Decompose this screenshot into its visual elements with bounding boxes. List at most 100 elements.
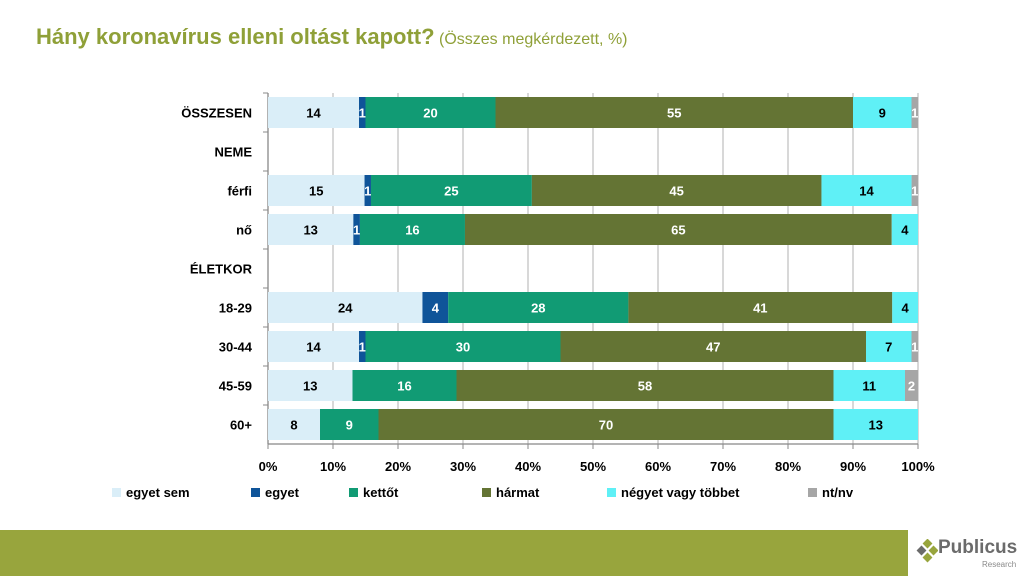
x-tick-label: 90%: [840, 459, 866, 474]
bar-segment: [352, 370, 457, 401]
data-label: 28: [531, 301, 545, 316]
x-tick-label: 10%: [320, 459, 346, 474]
legend-label: kettőt: [363, 485, 399, 500]
x-tick-label: 20%: [385, 459, 411, 474]
x-tick-label: 100%: [901, 459, 935, 474]
data-label: 1: [911, 184, 918, 199]
data-label: 1: [364, 184, 371, 199]
bar-segment: [911, 331, 918, 362]
data-label: 2: [908, 379, 915, 394]
data-label: 1: [353, 223, 360, 238]
bar-segment: [364, 175, 371, 206]
bar-segment: [370, 175, 532, 206]
chart-title: Hány koronavírus elleni oltást kapott?: [36, 24, 435, 49]
data-label: 25: [444, 184, 458, 199]
data-label: 30: [456, 340, 470, 355]
logo-name: Publicus: [938, 537, 1018, 558]
data-label: 0: [918, 223, 925, 238]
data-label: 45: [669, 184, 683, 199]
legend-swatch: [112, 488, 121, 497]
x-tick-label: 40%: [515, 459, 541, 474]
bar-segment: [353, 214, 360, 245]
data-label: 13: [869, 418, 883, 433]
bar-segment: [268, 370, 353, 401]
data-label: 24: [338, 301, 353, 316]
x-tick-label: 80%: [775, 459, 801, 474]
bar-segment: [456, 370, 834, 401]
category-label: 60+: [230, 418, 252, 433]
bar-segment: [359, 214, 465, 245]
stacked-bar-chart: 0% 10% 20% 30% 40% 50% 60% 70% 80% 90% 100% ÖSSZESE…: [112, 92, 935, 500]
bar-segment: [268, 331, 359, 362]
bar-segment: [320, 409, 379, 440]
footer-bar: [0, 530, 908, 576]
data-label: 1: [911, 340, 918, 355]
legend-label: négyet vagy többet: [621, 485, 740, 500]
data-label: 14: [859, 184, 874, 199]
bar-segment: [821, 175, 912, 206]
logo-diamond-icon: [916, 539, 938, 563]
bar-segment: [853, 97, 912, 128]
bar-segment: [268, 292, 423, 323]
bar-segment: [422, 292, 449, 323]
bar-segment: [448, 292, 629, 323]
bar-segment: [892, 292, 918, 323]
bar-segment: [560, 331, 866, 362]
data-label: 16: [405, 223, 419, 238]
data-label: 16: [397, 379, 411, 394]
bar-segment: [495, 97, 853, 128]
data-label: 41: [753, 301, 767, 316]
data-label: 70: [599, 418, 613, 433]
data-label: 14: [306, 340, 321, 355]
category-label: nő: [236, 223, 252, 238]
data-label: 13: [303, 379, 317, 394]
bar-segment: [359, 331, 366, 362]
x-tick-label: 70%: [710, 459, 736, 474]
data-label: 14: [306, 106, 321, 121]
logo-tagline: Research: [982, 560, 1017, 569]
data-label: 1: [359, 106, 366, 121]
data-label: 7: [885, 340, 892, 355]
bar-segment: [833, 409, 918, 440]
category-label: 18-29: [219, 301, 252, 316]
chart-subtitle: (Összes megkérdezett, %): [439, 31, 628, 48]
legend-swatch: [349, 488, 358, 497]
legend-label: hármat: [496, 485, 540, 500]
bar-segment: [268, 97, 359, 128]
data-label: 9: [879, 106, 886, 121]
data-label: 47: [706, 340, 720, 355]
data-label: 20: [423, 106, 437, 121]
data-label: 13: [303, 223, 317, 238]
bar-segment: [911, 97, 918, 128]
data-label: 4: [901, 223, 909, 238]
data-label: 55: [667, 106, 681, 121]
bar-segment: [628, 292, 893, 323]
x-tick-label: 0%: [259, 459, 278, 474]
legend-swatch: [482, 488, 491, 497]
bar-segment: [268, 409, 320, 440]
publicus-logo: Publicus Research: [916, 533, 1024, 573]
bar-segment: [268, 214, 354, 245]
data-label: 1: [911, 106, 918, 121]
bar-segment: [905, 370, 918, 401]
bar-segment: [531, 175, 822, 206]
data-label: 65: [671, 223, 685, 238]
data-label: 4: [432, 301, 440, 316]
bar-segment: [359, 97, 366, 128]
data-label: 1: [359, 340, 366, 355]
data-label: 11: [862, 379, 876, 394]
data-label: 9: [346, 418, 353, 433]
bar-segment: [365, 331, 561, 362]
x-tick-label: 60%: [645, 459, 671, 474]
bar-segment: [891, 214, 918, 245]
category-label: férfi: [227, 184, 252, 199]
legend-swatch: [607, 488, 616, 497]
bar-segment: [911, 175, 918, 206]
bar-segment: [365, 97, 496, 128]
x-tick-label: 30%: [450, 459, 476, 474]
category-label: NEME: [214, 145, 252, 160]
category-label: ÉLETKOR: [190, 262, 253, 277]
data-label: 15: [309, 184, 323, 199]
bar-segment: [268, 175, 365, 206]
bar-segment: [464, 214, 892, 245]
